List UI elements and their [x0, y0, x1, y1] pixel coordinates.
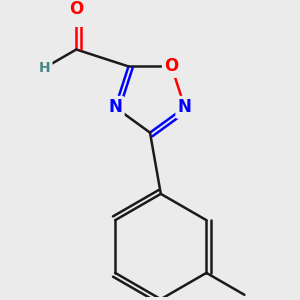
Text: O: O — [164, 57, 178, 75]
Text: N: N — [178, 98, 192, 116]
Text: N: N — [108, 98, 122, 116]
Text: O: O — [69, 0, 83, 18]
Text: H: H — [39, 61, 50, 75]
